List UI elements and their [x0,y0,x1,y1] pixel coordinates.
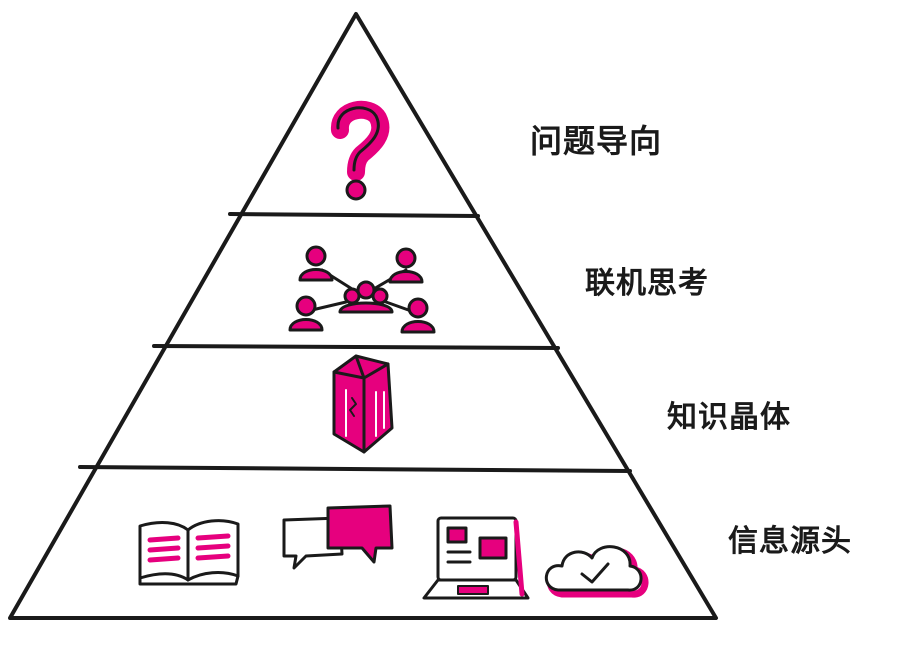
chat-bubbles-icon [282,504,394,570]
cloud-check-icon [545,545,649,598]
tier-divider-1 [228,212,480,218]
question-mark-icon [331,101,390,201]
crystal-icon [332,354,394,454]
tier-divider-2 [152,344,560,350]
open-book-icon [138,519,240,586]
connected-people-icon [288,245,436,334]
tier-label-connected-thinking: 联机思考 [585,266,709,301]
tier-divider-3 [78,465,632,473]
tier-label-question-oriented: 问题导向 [530,122,663,160]
tier-label-information-source: 信息源头 [728,524,852,559]
pyramid-outline [8,12,718,620]
tier-label-knowledge-crystal: 知识晶体 [667,400,791,435]
laptop-icon [422,516,530,600]
